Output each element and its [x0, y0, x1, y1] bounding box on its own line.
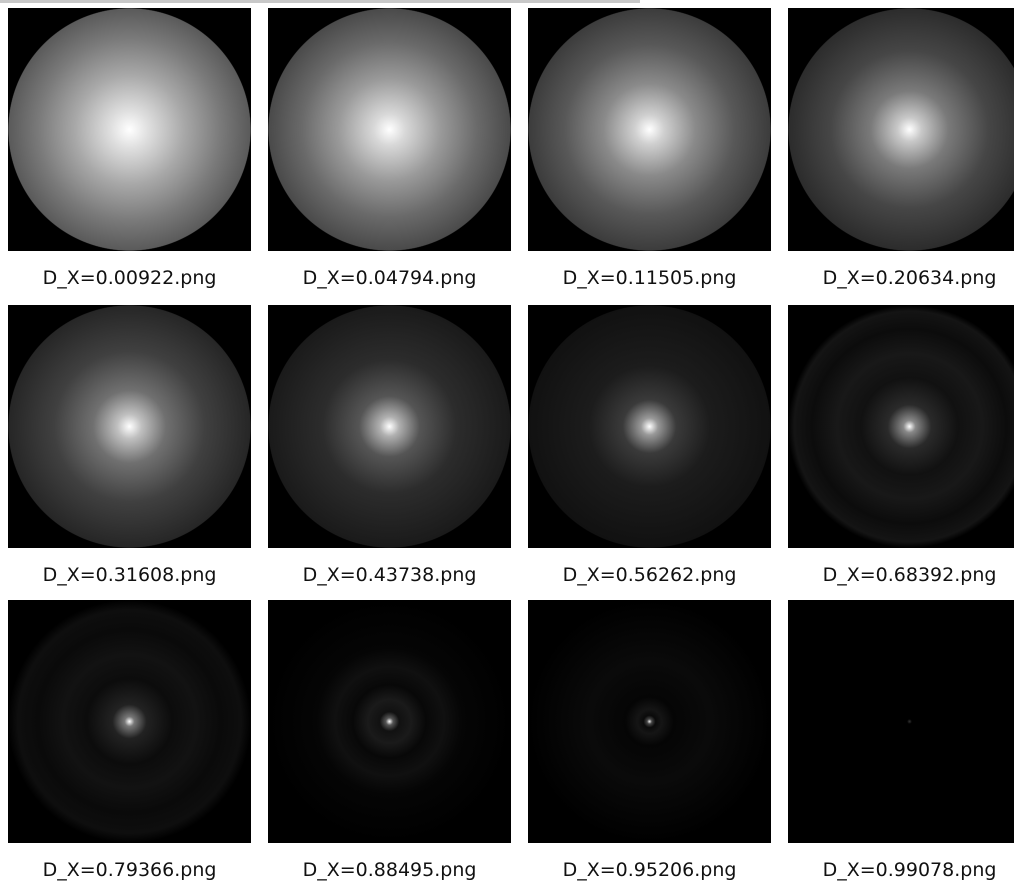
- thumbnail[interactable]: [528, 305, 771, 548]
- thumbnail[interactable]: [788, 8, 1014, 251]
- file-item[interactable]: D_X=0.20634.png: [788, 8, 1014, 251]
- file-item[interactable]: D_X=0.95206.png: [528, 600, 771, 843]
- file-name[interactable]: D_X=0.88495.png: [238, 851, 541, 889]
- file-item[interactable]: D_X=0.56262.png: [528, 305, 771, 548]
- scroll-edge: [0, 0, 640, 3]
- file-item[interactable]: D_X=0.79366.png: [8, 600, 251, 843]
- thumbnail[interactable]: [788, 600, 1014, 843]
- file-name[interactable]: D_X=0.95206.png: [498, 851, 801, 889]
- file-item[interactable]: D_X=0.11505.png: [528, 8, 771, 251]
- file-item[interactable]: D_X=0.43738.png: [268, 305, 511, 548]
- thumbnail[interactable]: [8, 305, 251, 548]
- file-name[interactable]: D_X=0.68392.png: [758, 556, 1014, 594]
- file-name[interactable]: D_X=0.43738.png: [238, 556, 541, 594]
- thumbnail[interactable]: [528, 600, 771, 843]
- file-name[interactable]: D_X=0.11505.png: [498, 259, 801, 297]
- thumbnail[interactable]: [8, 600, 251, 843]
- thumbnail[interactable]: [268, 305, 511, 548]
- thumbnail[interactable]: [788, 305, 1014, 548]
- file-item[interactable]: D_X=0.99078.png: [788, 600, 1014, 843]
- file-name[interactable]: D_X=0.56262.png: [498, 556, 801, 594]
- file-name[interactable]: D_X=0.20634.png: [758, 259, 1014, 297]
- file-browser: {"files": [ {"label": "D_X=0.00922.png"}…: [0, 0, 1014, 880]
- file-item[interactable]: D_X=0.68392.png: [788, 305, 1014, 548]
- thumbnail[interactable]: [268, 8, 511, 251]
- file-item[interactable]: D_X=0.31608.png: [8, 305, 251, 548]
- file-item[interactable]: D_X=0.04794.png: [268, 8, 511, 251]
- thumbnail[interactable]: [528, 8, 771, 251]
- thumbnail[interactable]: [268, 600, 511, 843]
- file-name[interactable]: D_X=0.99078.png: [758, 851, 1014, 889]
- file-name[interactable]: D_X=0.04794.png: [238, 259, 541, 297]
- file-item[interactable]: D_X=0.00922.png: [8, 8, 251, 251]
- thumbnail[interactable]: [8, 8, 251, 251]
- file-item[interactable]: D_X=0.88495.png: [268, 600, 511, 843]
